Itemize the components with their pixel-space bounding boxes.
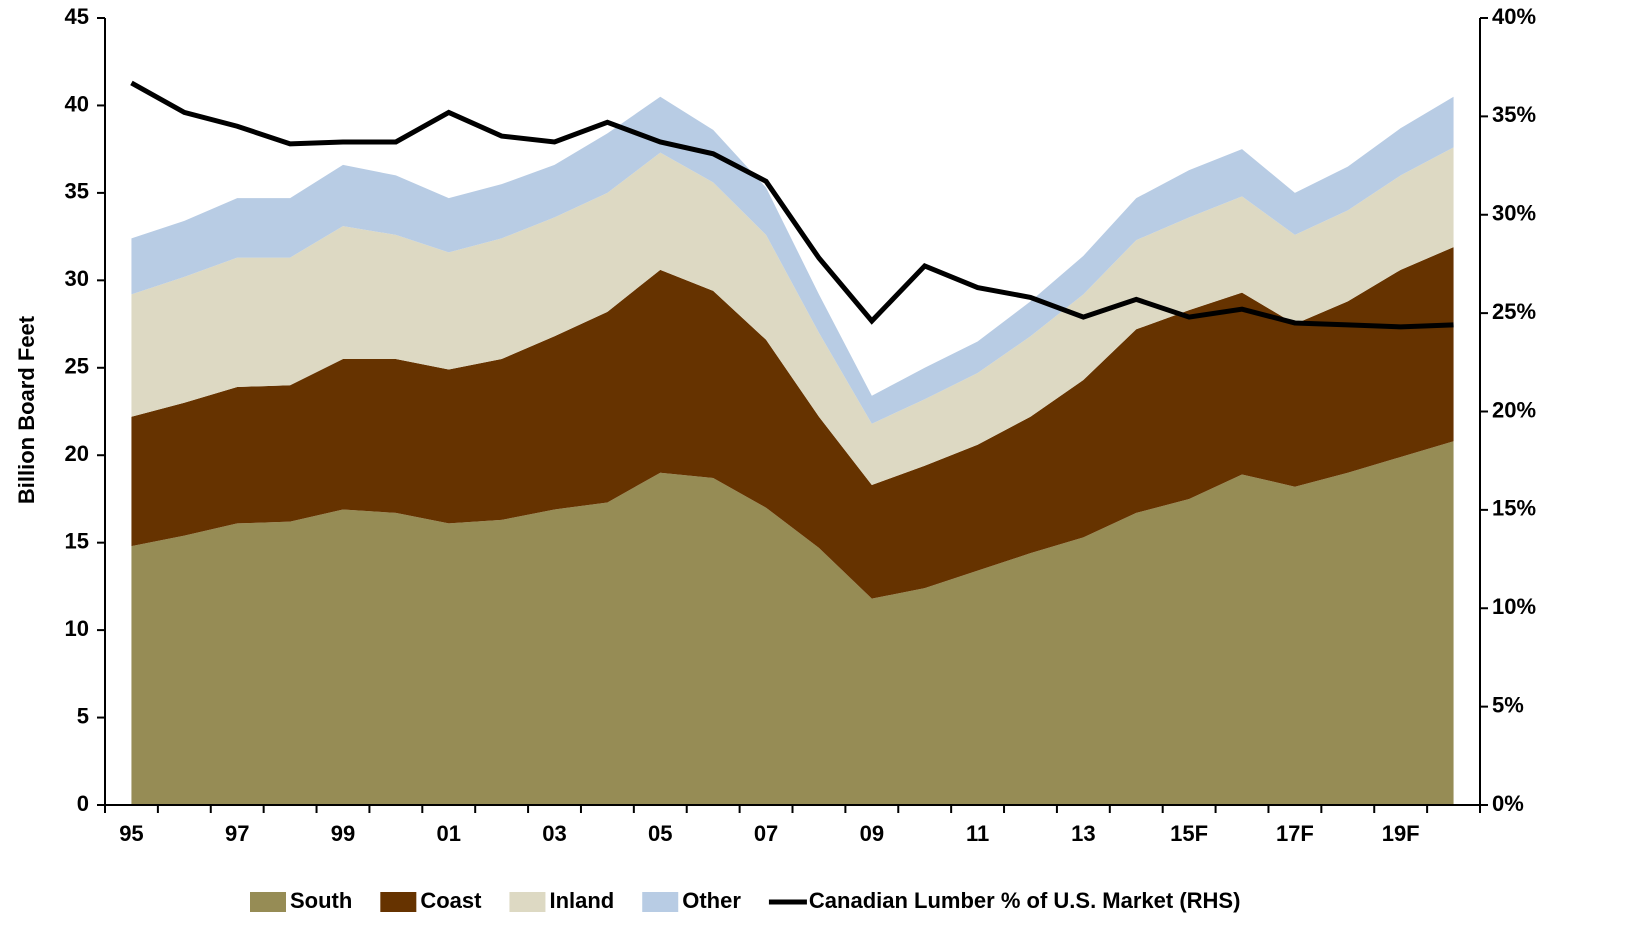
y-tick-label: 5 bbox=[77, 703, 89, 728]
y2-tick-label: 25% bbox=[1492, 299, 1536, 324]
area bbox=[131, 247, 1454, 599]
legend-label: South bbox=[290, 888, 352, 913]
legend-swatch bbox=[642, 892, 679, 912]
y2-tick-label: 10% bbox=[1492, 594, 1536, 619]
y2-tick-label: 5% bbox=[1492, 692, 1524, 717]
x-tick-label: 01 bbox=[437, 821, 461, 846]
y-tick-label: 20 bbox=[65, 441, 89, 466]
y2-tick-label: 15% bbox=[1492, 496, 1536, 521]
legend-label: Inland bbox=[549, 888, 614, 913]
x-tick-label: 19F bbox=[1382, 821, 1420, 846]
x-tick-label: 03 bbox=[542, 821, 566, 846]
x-tick-label: 97 bbox=[225, 821, 249, 846]
area bbox=[131, 147, 1454, 485]
legend-swatch bbox=[250, 892, 286, 912]
line bbox=[130, 80, 1454, 330]
legend-label: Other bbox=[682, 888, 741, 913]
y2-tick-label: 30% bbox=[1492, 201, 1536, 226]
y-tick-label: 35 bbox=[65, 179, 89, 204]
x-tick-label: 15F bbox=[1170, 821, 1208, 846]
y-tick-label: 15 bbox=[65, 528, 89, 553]
y-axis-label: Billion Board Feet bbox=[14, 315, 39, 504]
y-tick-label: 10 bbox=[65, 616, 89, 641]
y2-tick-label: 0% bbox=[1492, 791, 1524, 816]
x-tick-label: 07 bbox=[754, 821, 778, 846]
legend-swatch bbox=[380, 892, 417, 912]
y-tick-label: 25 bbox=[65, 354, 89, 379]
y-tick-label: 40 bbox=[65, 91, 89, 116]
y2-tick-label: 20% bbox=[1492, 397, 1536, 422]
x-tick-label: 95 bbox=[119, 821, 143, 846]
y2-tick-label: 40% bbox=[1492, 4, 1536, 29]
x-tick-label: 05 bbox=[648, 821, 672, 846]
y-tick-label: 0 bbox=[77, 791, 89, 816]
area bbox=[131, 96, 1454, 424]
x-tick-label: 09 bbox=[860, 821, 884, 846]
x-tick-label: 17F bbox=[1276, 821, 1314, 846]
y-tick-label: 30 bbox=[65, 266, 89, 291]
x-tick-label: 11 bbox=[966, 821, 989, 846]
legend-swatch bbox=[509, 892, 546, 912]
x-tick-label: 13 bbox=[1071, 821, 1095, 846]
legend-label: Canadian Lumber % of U.S. Market (RHS) bbox=[809, 888, 1241, 913]
y2-tick-label: 35% bbox=[1492, 102, 1536, 127]
x-tick-label: 99 bbox=[331, 821, 355, 846]
legend-label: Coast bbox=[420, 888, 482, 913]
y-tick-label: 45 bbox=[65, 4, 89, 29]
area bbox=[131, 441, 1454, 805]
